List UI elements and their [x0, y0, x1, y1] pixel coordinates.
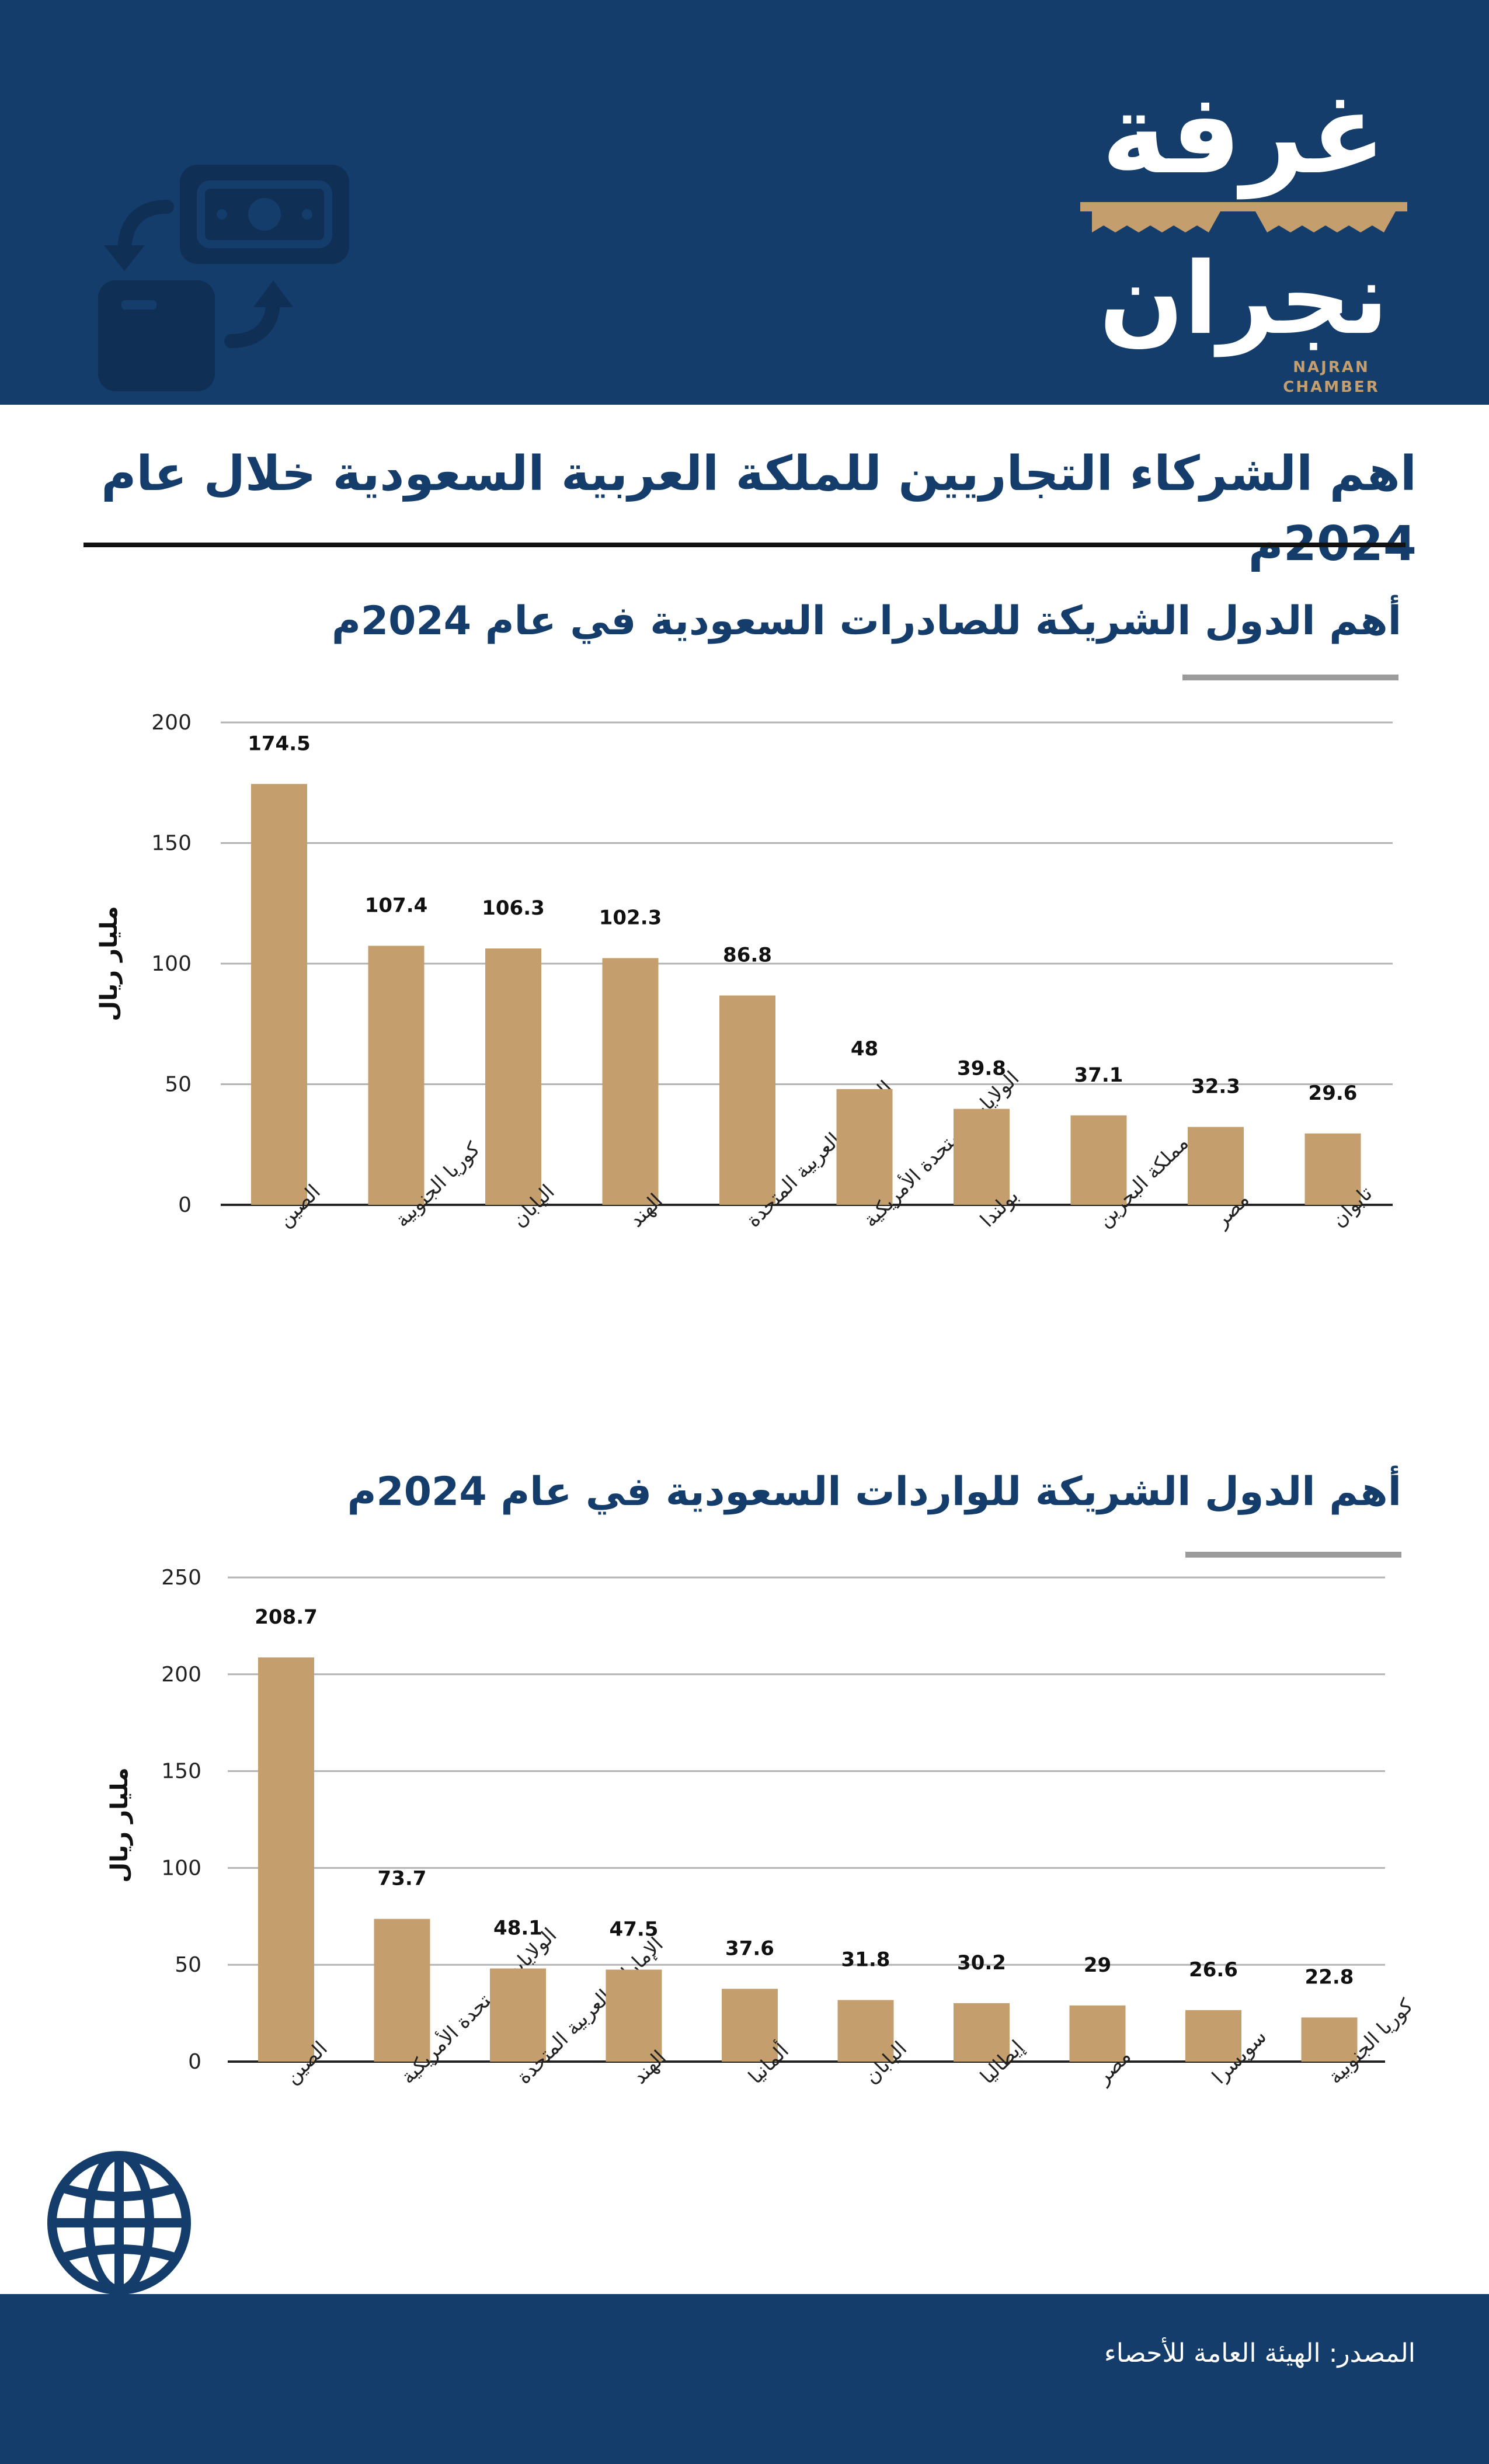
- exports-data-label: 37.1: [1074, 1064, 1123, 1087]
- imports-y-axis-label: مليار ريال: [106, 1767, 133, 1882]
- imports-data-label: 73.7: [378, 1867, 427, 1890]
- imports-bar: [1301, 2017, 1358, 2062]
- title-divider: [84, 543, 1405, 547]
- imports-data-label: 29: [1084, 1954, 1111, 1977]
- exports-data-label: 106.3: [482, 896, 545, 920]
- imports-y-tick-label: 200: [161, 1663, 201, 1687]
- imports-data-label: 37.6: [725, 1937, 774, 1960]
- imports-data-label: 30.2: [957, 1951, 1006, 1975]
- logo-line-1: غرفة: [1101, 69, 1386, 199]
- logo-line-2: نجران: [1099, 241, 1389, 357]
- imports-bar: [606, 1969, 662, 2062]
- imports-y-tick-label: 250: [161, 1566, 201, 1590]
- footer-banner: [0, 2294, 1489, 2464]
- exports-data-label: 39.8: [957, 1057, 1006, 1080]
- exports-title-underline: [1182, 675, 1398, 680]
- exports-y-tick-label: 100: [151, 952, 192, 976]
- najran-chamber-logo: غرفة نجران NAJRAN CHAMBER: [1069, 69, 1419, 396]
- source-note: المصدر: الهيئة العامة للأحصاء: [1104, 2338, 1415, 2368]
- exports-y-tick-label: 200: [151, 711, 192, 735]
- imports-data-label: 22.8: [1305, 1965, 1354, 1989]
- exports-y-tick-label: 50: [165, 1073, 192, 1097]
- exports-bar: [719, 995, 775, 1205]
- exports-y-tick-label: 150: [151, 832, 192, 856]
- imports-bar: [490, 1968, 546, 2062]
- exports-bar: [485, 948, 541, 1205]
- exports-bar: [954, 1108, 1010, 1205]
- exports-data-label: 107.4: [365, 894, 428, 917]
- imports-y-tick-label: 50: [175, 1953, 201, 1977]
- exports-bar: [1070, 1115, 1127, 1205]
- exports-bar: [368, 946, 425, 1205]
- imports-title-underline: [1185, 1552, 1401, 1558]
- exports-bar: [836, 1089, 893, 1205]
- imports-bar: [1069, 2005, 1126, 2062]
- logo-english: NAJRAN CHAMBER: [1283, 359, 1380, 396]
- money-exchange-icon: [98, 165, 349, 391]
- exports-data-label: 32.3: [1191, 1075, 1240, 1099]
- imports-y-tick-label: 150: [161, 1760, 201, 1784]
- imports-chart-title: أهم الدول الشريكة للواردات السعودية في ع…: [347, 1469, 1401, 1515]
- imports-data-label: 26.6: [1189, 1958, 1238, 1982]
- imports-bar: [258, 1657, 314, 2062]
- page-title: اهم الشركاء التجاريين للملكة العربية الس…: [101, 446, 1417, 572]
- exports-y-axis-label: مليار ريال: [96, 906, 123, 1021]
- imports-data-label: 31.8: [841, 1948, 890, 1972]
- imports-data-label: 48.1: [493, 1917, 542, 1940]
- header-banner: غرفة نجران NAJRAN CHAMBER: [0, 0, 1489, 405]
- logo-ornament: [1080, 202, 1407, 232]
- imports-bar: [837, 2000, 894, 2062]
- exports-bar: [251, 784, 307, 1205]
- exports-bar: [602, 958, 659, 1205]
- exports-data-label: 174.5: [248, 732, 311, 755]
- exports-y-tick-label: 0: [178, 1193, 192, 1217]
- imports-y-tick-label: 100: [161, 1856, 201, 1880]
- imports-bar: [954, 2003, 1010, 2062]
- imports-data-label: 47.5: [610, 1917, 659, 1941]
- exports-chart-title: أهم الدول الشريكة للصادرات السعودية في ع…: [331, 598, 1401, 644]
- exports-data-label: 29.6: [1309, 1082, 1358, 1105]
- imports-bar: [374, 1919, 430, 2062]
- globe-icon: [47, 2151, 191, 2295]
- exports-data-label: 102.3: [599, 906, 662, 930]
- imports-y-tick-label: 0: [188, 2050, 201, 2074]
- exports-bar: [1188, 1127, 1244, 1205]
- imports-bar: [1185, 2010, 1241, 2062]
- exports-data-label: 48: [851, 1037, 878, 1061]
- imports-data-label: 208.7: [255, 1605, 318, 1629]
- exports-data-label: 86.8: [723, 944, 772, 967]
- imports-bar: [722, 1989, 778, 2062]
- exports-bar: [1304, 1133, 1361, 1205]
